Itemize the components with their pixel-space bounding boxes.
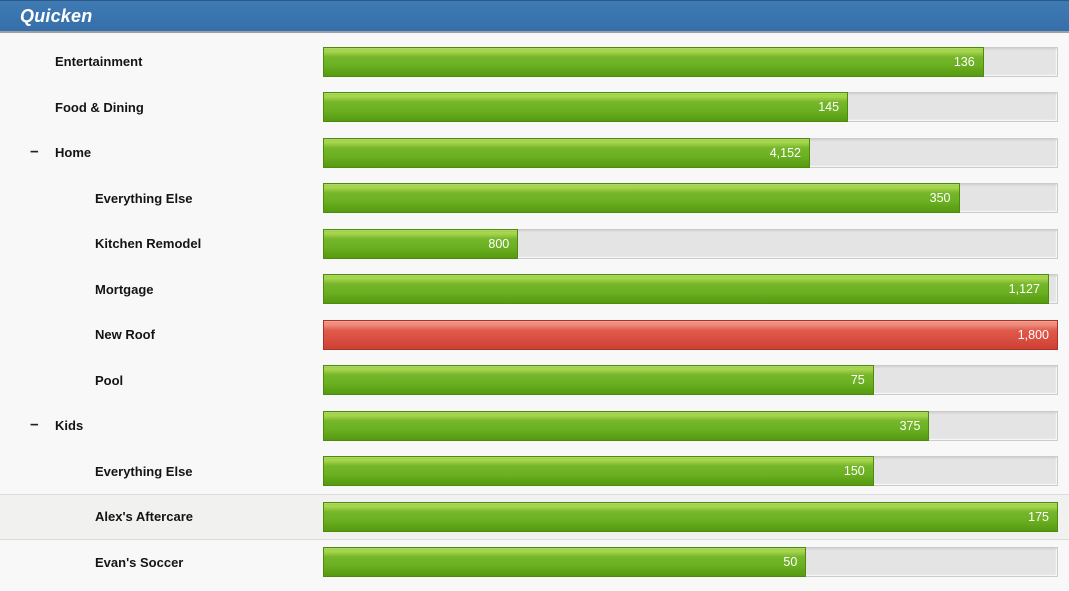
budget-row[interactable]: − Everything Else 350 [0,176,1069,222]
budget-bar-track: 136 [323,46,1058,77]
budget-row[interactable]: − Evan's Soccer 50 [0,540,1069,586]
budget-bar-fill: 1,800 [323,319,1058,350]
category-label: Entertainment [55,54,143,70]
category-label: Kitchen Remodel [95,236,202,252]
budget-row[interactable]: − Kids 375 [0,403,1069,449]
budget-bar-fill: 75 [323,365,874,396]
budget-bar-fill: 350 [323,183,960,214]
collapse-toggle-icon[interactable]: − [30,143,39,161]
budget-bar-cell: 175 [323,501,1058,532]
budget-bar-track: 50 [323,547,1058,578]
budget-bar-track: 800 [323,228,1058,259]
budget-bar-fill: 50 [323,547,807,578]
budget-value: 136 [953,54,975,69]
budget-bar-cell: 1,127 [323,274,1058,305]
budget-value: 50 [783,555,798,570]
category-label: Everything Else [95,190,193,206]
budget-bar-cell: 136 [323,46,1058,77]
budget-bar-fill: 1,127 [323,274,1049,305]
budget-rows: − Entertainment 136 − Food & Dining 145 [0,33,1069,585]
app-header: Quicken [0,0,1069,33]
budget-value: 175 [1028,509,1049,524]
category-cell: − New Roof [0,327,323,342]
budget-value: 145 [818,100,840,115]
budget-bar-cell: 800 [323,228,1058,259]
category-label: New Roof [95,327,155,343]
budget-bar-fill: 150 [323,456,874,487]
budget-row[interactable]: − Everything Else 150 [0,449,1069,495]
budget-bar-cell: 75 [323,365,1058,396]
budget-bar-fill: 136 [323,46,984,77]
budget-bar-cell: 50 [323,547,1058,578]
budget-row[interactable]: − Entertainment 136 [0,39,1069,85]
budget-bar-track: 1,127 [323,274,1058,305]
budget-bar-track: 150 [323,456,1058,487]
budget-row[interactable]: − Alex's Aftercare 175 [0,494,1069,540]
budget-bar-cell: 1,800 [323,319,1058,350]
budget-value: 1,800 [1017,327,1049,342]
category-cell: − Home [0,143,323,161]
budget-row[interactable]: − Food & Dining 145 [0,85,1069,131]
budget-value: 375 [899,418,921,433]
category-label: Evan's Soccer [95,554,184,570]
budget-value: 75 [850,373,865,388]
budget-value: 350 [929,191,951,206]
budget-bar-cell: 145 [323,92,1058,123]
budget-bar-track: 4,152 [323,137,1058,168]
budget-value: 4,152 [769,145,801,160]
budget-value: 1,127 [1008,282,1040,297]
category-cell: − Kitchen Remodel [0,236,323,251]
category-cell: − Food & Dining [0,100,323,115]
budget-bar-track: 175 [323,501,1058,532]
category-cell: − Pool [0,373,323,388]
app-title: Quicken [20,5,93,26]
budget-bar-fill: 175 [323,501,1058,532]
budget-row[interactable]: − New Roof 1,800 [0,312,1069,358]
category-label: Pool [95,372,124,388]
category-label: Food & Dining [55,99,144,115]
budget-row[interactable]: − Home 4,152 [0,130,1069,176]
category-cell: − Everything Else [0,191,323,206]
category-label: Alex's Aftercare [95,509,193,525]
budget-bar-fill: 4,152 [323,137,810,168]
category-label: Mortgage [95,281,154,297]
category-label: Kids [55,418,84,434]
budget-bar-track: 145 [323,92,1058,123]
category-label: Home [55,145,92,161]
category-cell: − Kids [0,416,323,434]
budget-bar-cell: 150 [323,456,1058,487]
category-label: Everything Else [95,463,193,479]
category-cell: − Everything Else [0,464,323,479]
budget-value: 800 [488,236,510,251]
collapse-toggle-icon[interactable]: − [30,416,39,434]
budget-bar-cell: 4,152 [323,137,1058,168]
budget-bar-fill: 375 [323,410,930,441]
budget-bar-cell: 350 [323,183,1058,214]
category-cell: − Evan's Soccer [0,555,323,570]
budget-bar-track: 350 [323,183,1058,214]
budget-bar-cell: 375 [323,410,1058,441]
category-cell: − Mortgage [0,282,323,297]
budget-bar-fill: 800 [323,228,519,259]
budget-bar-track: 1,800 [323,319,1058,350]
category-cell: − Entertainment [0,54,323,69]
budget-row[interactable]: − Mortgage 1,127 [0,267,1069,313]
budget-row[interactable]: − Pool 75 [0,358,1069,404]
budget-bar-track: 75 [323,365,1058,396]
budget-value: 150 [843,464,865,479]
budget-bar-fill: 145 [323,92,849,123]
category-cell: − Alex's Aftercare [0,509,323,524]
budget-row[interactable]: − Kitchen Remodel 800 [0,221,1069,267]
budget-bar-track: 375 [323,410,1058,441]
